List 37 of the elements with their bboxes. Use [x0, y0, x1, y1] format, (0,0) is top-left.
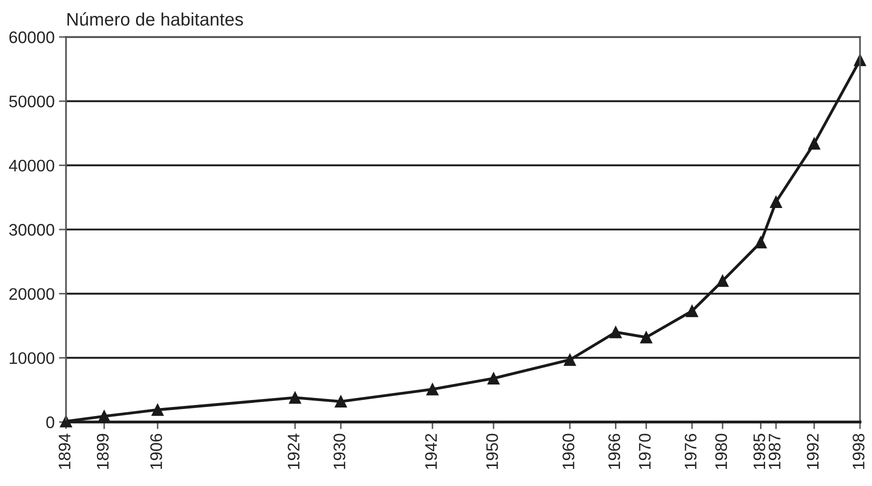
- x-tick-label: 1980: [715, 434, 728, 469]
- y-tick-label: 40000: [8, 160, 54, 172]
- x-tick-label: 1894: [58, 434, 70, 469]
- x-tick-label: 1987: [768, 434, 780, 469]
- x-tick-label: 1899: [96, 434, 109, 469]
- x-tick-label: 1960: [562, 434, 574, 469]
- x-tick-label: 1985: [753, 434, 766, 469]
- point: [610, 326, 622, 338]
- point: [770, 196, 782, 208]
- point: [288, 392, 302, 404]
- y-tick-label: 60000: [9, 31, 54, 44]
- x-tick-label: 1942: [425, 434, 437, 469]
- x-tick-label: 1930: [334, 434, 346, 469]
- y-tick-label: 50000: [9, 96, 54, 108]
- x-tick-label: 1976: [684, 434, 697, 469]
- point: [808, 137, 820, 150]
- point: [334, 395, 347, 408]
- point: [754, 236, 767, 248]
- x-tick-label: 1998: [852, 434, 864, 469]
- y-tick-label: 0: [46, 416, 54, 428]
- x-tick-label: 1992: [806, 434, 819, 469]
- x-tick-label: 1950: [486, 434, 498, 469]
- point: [564, 354, 576, 366]
- y-tick-label: 10000: [10, 352, 54, 364]
- point: [640, 331, 652, 344]
- point: [686, 304, 698, 318]
- x-tick-label: 1966: [608, 434, 620, 469]
- point: [152, 404, 164, 416]
- y-axis-title: Número de habitantes: [67, 12, 244, 26]
- y-tick-label: 30000: [9, 224, 54, 236]
- x-tick-label: 1924: [288, 434, 300, 469]
- x-tick-label: 1970: [638, 434, 651, 469]
- y-tick-label: 20000: [9, 288, 54, 300]
- point: [487, 372, 500, 384]
- point: [716, 274, 729, 287]
- x-tick-label: 1906: [150, 434, 162, 469]
- point: [426, 383, 439, 396]
